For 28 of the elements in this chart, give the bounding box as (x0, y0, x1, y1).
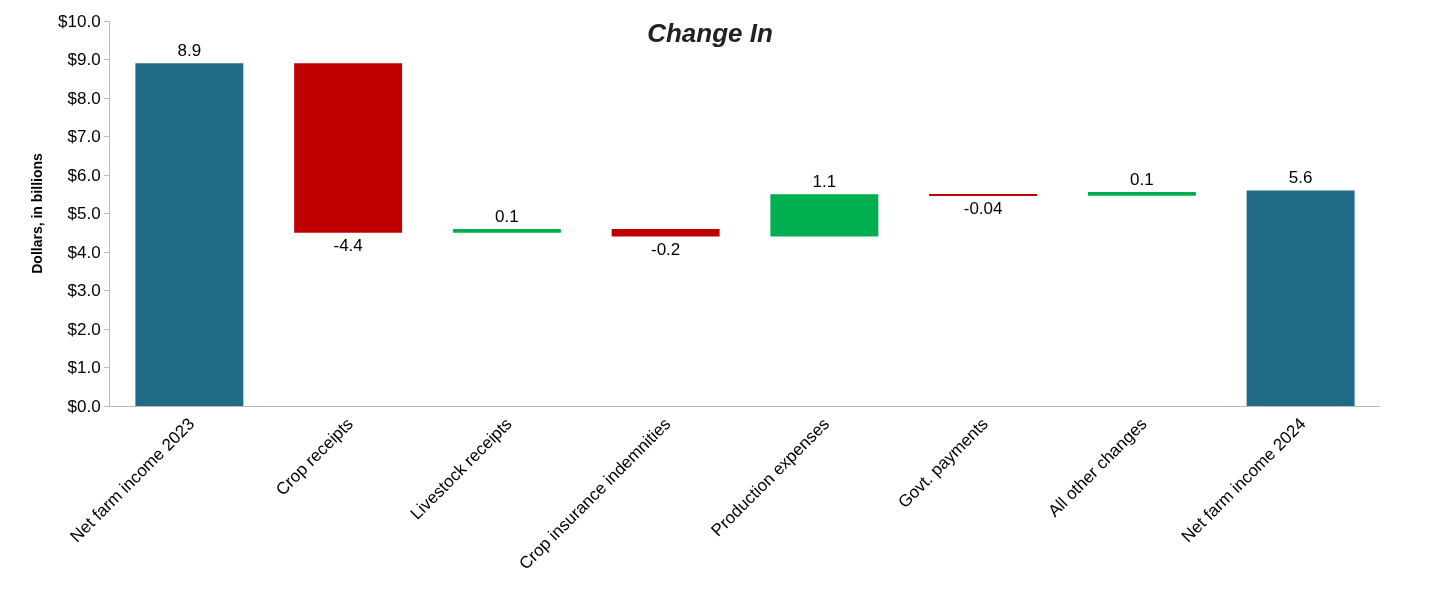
bar (1087, 191, 1196, 196)
bar (611, 228, 720, 237)
data-label: 1.1 (812, 172, 837, 192)
data-label: -0.04 (963, 199, 1003, 218)
data-label: 8.9 (177, 41, 202, 61)
y-tick-label: $1.0 (67, 358, 101, 378)
y-tick-label: $0.0 (67, 396, 101, 416)
data-label: -4.4 (333, 235, 363, 255)
bar (135, 63, 244, 406)
chart-title: Change In (647, 17, 773, 48)
y-tick-label: $3.0 (67, 281, 101, 301)
y-tick-label: $10.0 (58, 11, 101, 31)
y-tick-label: $4.0 (67, 242, 101, 262)
bar (770, 194, 879, 237)
y-tick-label: $5.0 (67, 204, 101, 224)
y-tick-label: $6.0 (67, 165, 101, 185)
data-label: 0.1 (495, 206, 519, 226)
data-label: 5.6 (1288, 168, 1313, 188)
y-tick-label: $9.0 (67, 50, 101, 70)
bar (1246, 190, 1355, 406)
bar (294, 63, 403, 233)
y-axis-title: Dollars, in billions (28, 153, 45, 274)
y-tick-label: $7.0 (67, 127, 101, 147)
data-label: -0.2 (650, 239, 681, 259)
y-tick-label: $8.0 (67, 88, 101, 108)
data-label: 0.1 (1130, 169, 1154, 189)
y-tick-label: $2.0 (67, 319, 101, 339)
bar (452, 228, 561, 233)
